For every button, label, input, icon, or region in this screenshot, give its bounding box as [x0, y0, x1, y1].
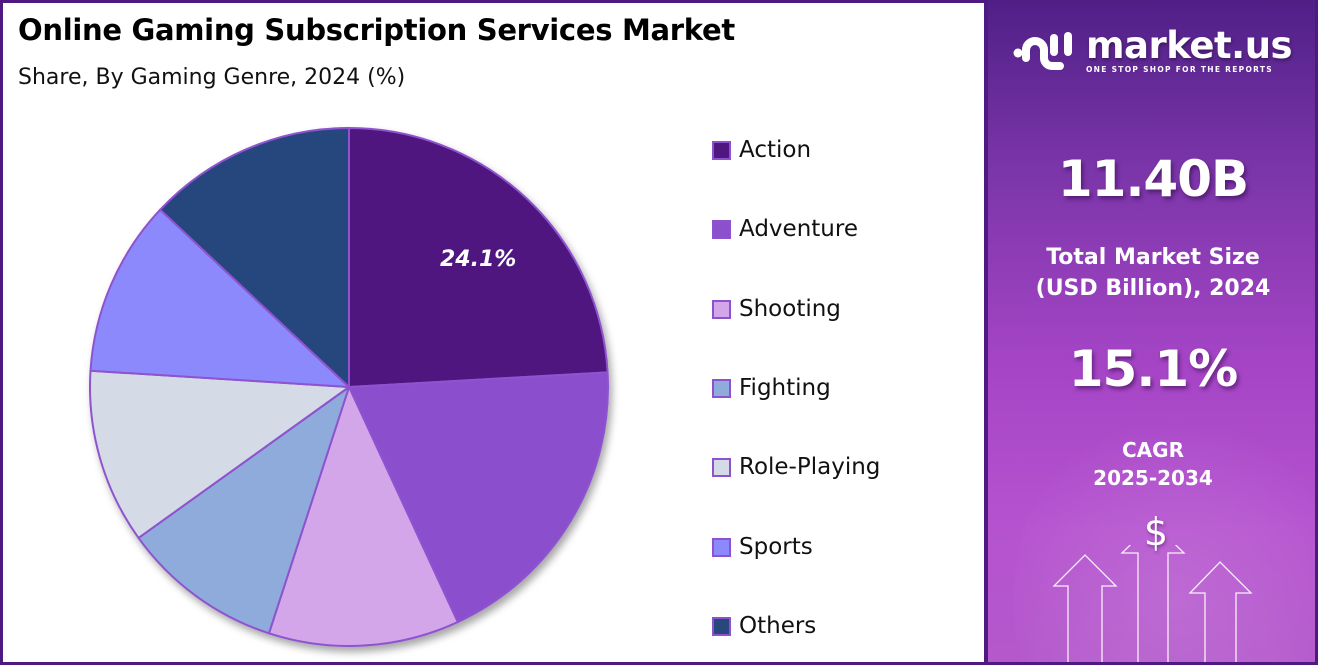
pie-chart: 24.1% — [3, 3, 703, 665]
legend-label: Action — [739, 137, 812, 163]
pie-slice-others[interactable] — [159, 127, 350, 388]
pie-svg — [89, 127, 609, 647]
pie-slice-shooting[interactable] — [267, 386, 459, 647]
legend-swatch-role-playing — [712, 457, 731, 477]
legend-label: Shooting — [739, 296, 841, 322]
legend-swatch-action — [712, 140, 731, 160]
pie-slice-role-playing[interactable] — [89, 369, 350, 539]
pie-slice-fighting[interactable] — [137, 386, 350, 635]
pie-slice-label-action: 24.1% — [440, 247, 517, 272]
market-size-caption-line2: (USD Billion), 2024 — [1035, 276, 1271, 301]
chart-panel: Online Gaming Subscription Services Mark… — [0, 0, 988, 665]
market-size-caption: Total Market Size (USD Billion), 2024 — [988, 242, 1315, 304]
cagr-caption: CAGR 2025-2034 — [988, 436, 1315, 492]
legend-item-action[interactable]: Action — [712, 135, 811, 165]
cagr-caption-line2: 2025-2034 — [1093, 466, 1213, 490]
legend-swatch-adventure — [712, 219, 731, 239]
market-size-value: 11.40B — [1057, 150, 1249, 208]
brand-tagline: ONE STOP SHOP FOR THE REPORTS — [1086, 65, 1273, 74]
legend-swatch-sports — [712, 537, 731, 557]
dollar-icon: $ — [1143, 510, 1169, 554]
chart-title: Online Gaming Subscription Services Mark… — [18, 13, 735, 47]
legend-label: Fighting — [739, 375, 831, 401]
pie-slice-action[interactable] — [348, 127, 609, 388]
summary-sidebar: market.us ONE STOP SHOP FOR THE REPORTS … — [988, 0, 1318, 665]
cagr-caption-line1: CAGR — [1122, 438, 1184, 462]
legend-label: Others — [739, 613, 817, 639]
legend-item-fighting[interactable]: Fighting — [712, 373, 831, 403]
pie-slice-adventure[interactable] — [348, 371, 609, 624]
legend-item-shooting[interactable]: Shooting — [712, 294, 841, 324]
brand-name: market.us — [1086, 24, 1293, 67]
legend-swatch-others — [712, 616, 731, 636]
brand-logo[interactable]: market.us ONE STOP SHOP FOR THE REPORTS — [1012, 24, 1293, 78]
market-size-caption-line1: Total Market Size — [1046, 245, 1260, 270]
market-us-logo-icon — [1013, 32, 1072, 70]
legend-item-role-playing[interactable]: Role-Playing — [712, 452, 880, 482]
legend-item-adventure[interactable]: Adventure — [712, 214, 858, 244]
pie-slice-sports[interactable] — [89, 208, 350, 388]
legend-item-sports[interactable]: Sports — [712, 532, 813, 562]
legend-label: Role-Playing — [739, 454, 881, 480]
legend-swatch-shooting — [712, 299, 731, 319]
cagr-value: 15.1% — [1068, 340, 1238, 398]
legend-label: Adventure — [739, 216, 858, 242]
legend-label: Sports — [739, 534, 813, 560]
growth-arrows-icon — [1052, 545, 1253, 662]
chart-subtitle: Share, By Gaming Genre, 2024 (%) — [18, 65, 406, 90]
legend-item-others[interactable]: Others — [712, 611, 816, 641]
legend-swatch-fighting — [712, 378, 731, 398]
